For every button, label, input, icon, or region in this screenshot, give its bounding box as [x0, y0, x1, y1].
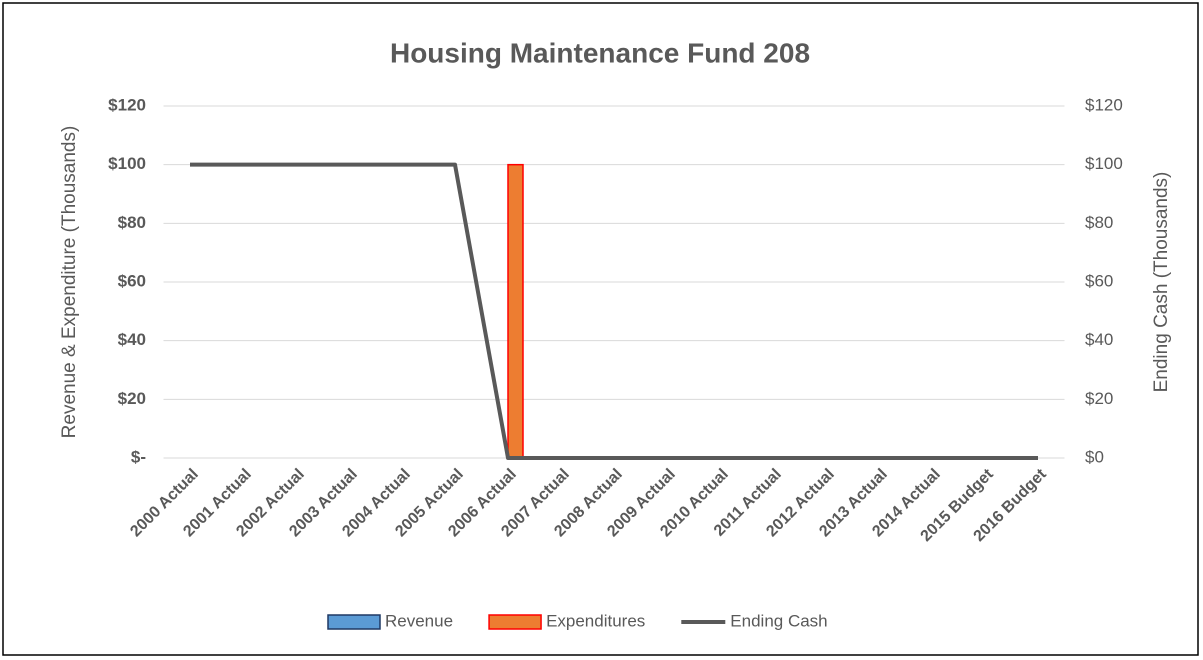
y-axis-title: Revenue & Expenditure (Thousands) — [59, 126, 80, 439]
y2-tick-label: $40 — [1085, 330, 1113, 349]
y2-tick-label: $60 — [1085, 271, 1113, 290]
chart-title: Housing Maintenance Fund 208 — [390, 37, 810, 68]
y-tick-label: $60 — [118, 271, 146, 290]
y2-tick-label: $100 — [1085, 154, 1123, 173]
y-tick-label: $100 — [108, 154, 146, 173]
legend-label: Ending Cash — [730, 611, 827, 630]
y2-axis-title: Ending Cash (Thousands) — [1151, 172, 1172, 393]
legend-swatch — [488, 614, 542, 630]
y2-tick-label: $20 — [1085, 389, 1113, 408]
line — [190, 162, 1038, 460]
y2-tick-label: $80 — [1085, 213, 1113, 232]
legend-label: Revenue — [385, 611, 453, 630]
legend-swatch — [327, 614, 381, 630]
bar — [507, 163, 524, 459]
legend-label: Expenditures — [546, 611, 645, 630]
y2-tick-label: $0 — [1085, 447, 1104, 466]
y-tick-label: $40 — [118, 330, 146, 349]
y-tick-label: $- — [131, 447, 146, 466]
y-tick-label: $80 — [118, 213, 146, 232]
y-tick-label: $20 — [118, 389, 146, 408]
y2-tick-label: $120 — [1085, 95, 1123, 114]
y-tick-label: $120 — [108, 95, 146, 114]
